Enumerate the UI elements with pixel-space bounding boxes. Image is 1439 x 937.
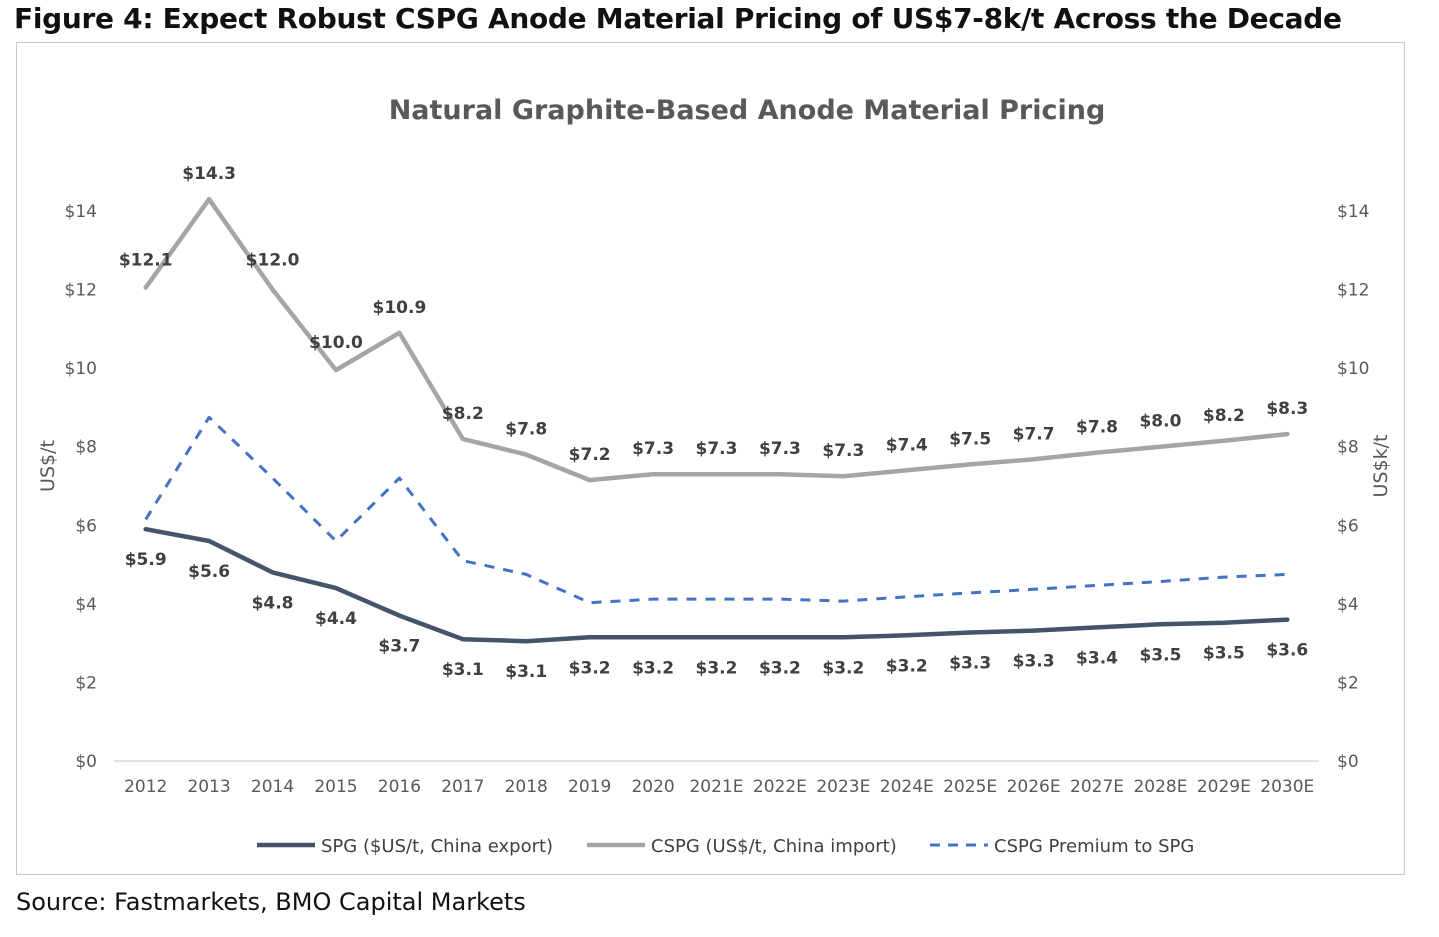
data-label-spg: $3.2 (759, 658, 801, 678)
data-label-spg: $4.8 (252, 593, 294, 613)
line-chart: Natural Graphite-Based Anode Material Pr… (37, 95, 1392, 857)
y-axis-label-left: US$/t (37, 440, 59, 492)
x-axis: 2012 2013 2014 2015 2016 2017 2018 2019 2020 2021… (124, 777, 1314, 797)
chart-frame: Natural Graphite-Based Anode Material Pr… (16, 42, 1405, 875)
data-label-cspg: $7.4 (886, 435, 928, 455)
data-label-spg: $3.2 (696, 658, 738, 678)
x-tick-label: 2018 (505, 777, 548, 797)
y-tick-label-left: $4 (75, 595, 97, 615)
data-label-cspg: $7.8 (1076, 418, 1118, 438)
data-label-spg: $3.1 (442, 660, 484, 680)
x-tick-label: 2030E (1260, 777, 1314, 797)
y-tick-label-right: $6 (1337, 516, 1359, 536)
data-label-cspg: $12.0 (246, 251, 300, 271)
x-tick-label: 2016 (378, 777, 421, 797)
data-label-cspg: $7.3 (632, 439, 674, 459)
data-label-cspg: $8.0 (1139, 412, 1181, 432)
data-label-cspg: $7.3 (822, 441, 864, 461)
legend-item-cspg: CSPG (US$/t, China import) (587, 836, 897, 857)
data-label-cspg: $10.0 (309, 333, 363, 353)
y-tick-label-right: $0 (1337, 752, 1359, 772)
legend-label: CSPG (US$/t, China import) (651, 836, 897, 857)
y-tick-label-right: $4 (1337, 595, 1359, 615)
data-label-cspg: $7.3 (759, 439, 801, 459)
data-label-spg: $3.5 (1139, 645, 1181, 665)
chart-title: Natural Graphite-Based Anode Material Pr… (389, 95, 1106, 126)
source-note: Source: Fastmarkets, BMO Capital Markets (16, 888, 526, 916)
y-tick-label-right: $8 (1337, 438, 1359, 458)
series-lines (143, 196, 1290, 644)
y-tick-label-right: $14 (1337, 202, 1369, 222)
data-label-spg: $5.6 (188, 562, 230, 582)
data-label-cspg: $14.3 (182, 164, 236, 184)
y-tick-label-left: $8 (75, 438, 97, 458)
data-label-spg: $3.2 (822, 658, 864, 678)
data-label-spg: $3.4 (1076, 648, 1118, 668)
data-label-cspg: $7.2 (569, 445, 611, 465)
y-tick-label-right: $10 (1337, 359, 1369, 379)
data-label-cspg: $8.2 (1203, 406, 1245, 426)
y-tick-label-left: $2 (75, 673, 97, 693)
y-tick-label-left: $14 (65, 202, 97, 222)
data-label-cspg: $10.9 (373, 298, 427, 318)
data-label-spg: $3.2 (632, 658, 674, 678)
legend: SPG ($US/t, China export) CSPG (US$/t, Ch… (257, 836, 1194, 857)
x-tick-label: 2021E (689, 777, 743, 797)
data-label-spg: $3.2 (886, 656, 928, 676)
figure-title: Figure 4: Expect Robust CSPG Anode Mater… (14, 2, 1342, 35)
x-tick-label: 2029E (1197, 777, 1251, 797)
data-label-cspg: $7.8 (505, 420, 547, 440)
data-label-spg: $3.3 (949, 654, 991, 674)
x-tick-label: 2020 (631, 777, 674, 797)
x-tick-label: 2014 (251, 777, 294, 797)
data-labels: $5.9 $5.6 $4.8 $4.4 $3.7 $3.1 $3.1 $3.2 $3.2 $3.2… (119, 164, 1308, 682)
x-tick-label: 2023E (816, 777, 870, 797)
data-label-spg: $3.3 (1013, 652, 1055, 672)
data-label-spg: $3.5 (1203, 644, 1245, 664)
x-tick-label: 2012 (124, 777, 167, 797)
x-tick-label: 2019 (568, 777, 611, 797)
legend-label: CSPG Premium to SPG (994, 836, 1194, 857)
y-tick-label-right: $12 (1337, 281, 1369, 301)
data-label-cspg: $8.2 (442, 404, 484, 424)
data-label-cspg: $8.3 (1266, 399, 1308, 419)
y-tick-label-left: $12 (65, 281, 97, 301)
x-tick-label: 2022E (753, 777, 807, 797)
x-tick-label: 2013 (187, 777, 230, 797)
x-tick-label: 2026E (1007, 777, 1061, 797)
y-tick-label-right: $2 (1337, 673, 1359, 693)
legend-label: SPG ($US/t, China export) (321, 836, 553, 857)
data-label-spg: $5.9 (125, 550, 167, 570)
x-tick-label: 2028E (1133, 777, 1187, 797)
y-axis-label-right: US$k/t (1370, 435, 1392, 498)
data-label-cspg: $12.1 (119, 251, 173, 271)
data-label-spg: $4.4 (315, 609, 357, 629)
data-label-spg: $3.1 (505, 662, 547, 682)
x-tick-label: 2024E (880, 777, 934, 797)
data-label-spg: $3.7 (378, 637, 420, 657)
y-axis-right: $0 $2 $4 $6 $8 $10 $12 $14 (1337, 202, 1369, 772)
x-tick-label: 2025E (943, 777, 997, 797)
data-label-spg: $3.6 (1266, 641, 1308, 661)
y-tick-label-left: $6 (75, 516, 97, 536)
legend-item-premium: CSPG Premium to SPG (930, 836, 1194, 857)
data-label-cspg: $7.7 (1013, 424, 1055, 444)
x-tick-label: 2027E (1070, 777, 1124, 797)
data-label-cspg: $7.3 (696, 439, 738, 459)
x-tick-label: 2015 (314, 777, 357, 797)
legend-item-spg: SPG ($US/t, China export) (257, 836, 553, 857)
y-axis-left: $0 $2 $4 $6 $8 $10 $12 $14 (65, 202, 97, 772)
y-tick-label-left: $0 (75, 752, 97, 772)
x-tick-label: 2017 (441, 777, 484, 797)
y-tick-label-left: $10 (65, 359, 97, 379)
data-label-cspg: $7.5 (949, 429, 991, 449)
data-label-spg: $3.2 (569, 658, 611, 678)
